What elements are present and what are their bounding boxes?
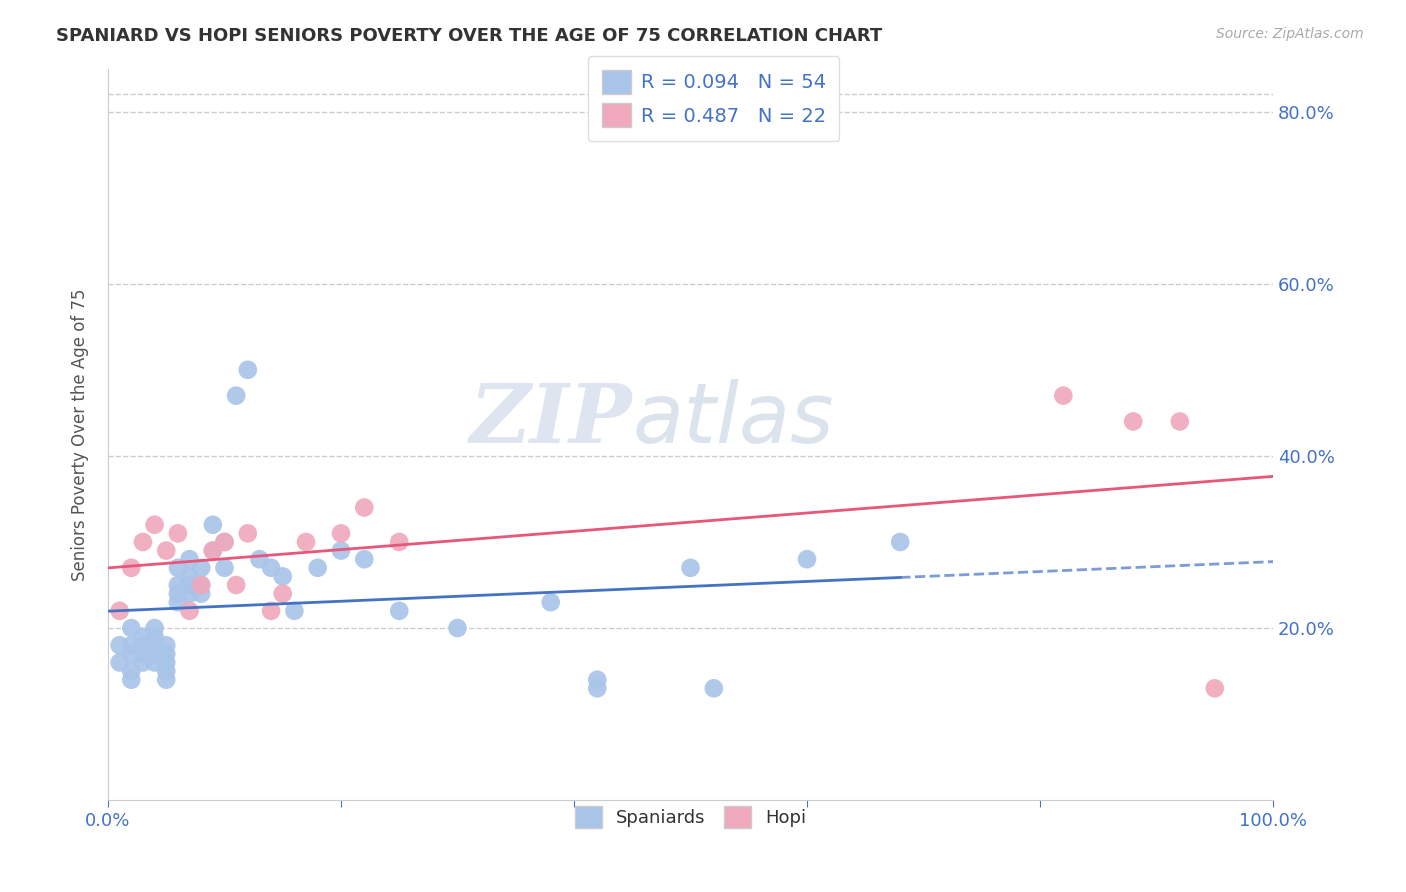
Point <box>236 526 259 541</box>
Text: Source: ZipAtlas.com: Source: ZipAtlas.com <box>1216 27 1364 41</box>
Point <box>540 595 562 609</box>
Point <box>586 673 609 687</box>
Point <box>143 647 166 661</box>
Point <box>586 681 609 696</box>
Point <box>1122 414 1144 428</box>
Point <box>271 586 294 600</box>
Point <box>155 543 177 558</box>
Point <box>167 526 190 541</box>
Point <box>190 586 212 600</box>
Point <box>260 604 283 618</box>
Point <box>143 630 166 644</box>
Point <box>214 535 236 549</box>
Point <box>179 569 201 583</box>
Point <box>388 604 411 618</box>
Point <box>132 647 155 661</box>
Text: SPANIARD VS HOPI SENIORS POVERTY OVER THE AGE OF 75 CORRELATION CHART: SPANIARD VS HOPI SENIORS POVERTY OVER TH… <box>56 27 883 45</box>
Point <box>249 552 271 566</box>
Point <box>353 552 375 566</box>
Point <box>179 586 201 600</box>
Point <box>167 595 190 609</box>
Point <box>120 638 142 652</box>
Point <box>260 561 283 575</box>
Point <box>120 621 142 635</box>
Point <box>201 517 224 532</box>
Point <box>330 543 353 558</box>
Point <box>108 638 131 652</box>
Point <box>295 535 318 549</box>
Point <box>283 604 305 618</box>
Point <box>225 578 247 592</box>
Point <box>271 569 294 583</box>
Point <box>1052 389 1074 403</box>
Point <box>155 638 177 652</box>
Point <box>388 535 411 549</box>
Legend: Spaniards, Hopi: Spaniards, Hopi <box>568 798 814 835</box>
Point <box>108 656 131 670</box>
Point <box>889 535 911 549</box>
Point <box>679 561 702 575</box>
Point <box>167 578 190 592</box>
Text: atlas: atlas <box>633 379 834 460</box>
Y-axis label: Seniors Poverty Over the Age of 75: Seniors Poverty Over the Age of 75 <box>72 288 89 581</box>
Point <box>1168 414 1191 428</box>
Point <box>225 389 247 403</box>
Point <box>132 535 155 549</box>
Point <box>236 363 259 377</box>
Point <box>179 552 201 566</box>
Point <box>120 647 142 661</box>
Point <box>703 681 725 696</box>
Point <box>330 526 353 541</box>
Point <box>190 561 212 575</box>
Point <box>190 578 212 592</box>
Point <box>120 664 142 678</box>
Point <box>179 578 201 592</box>
Point <box>155 647 177 661</box>
Point <box>155 656 177 670</box>
Point <box>201 543 224 558</box>
Point <box>132 630 155 644</box>
Point <box>179 604 201 618</box>
Point <box>108 604 131 618</box>
Point <box>120 561 142 575</box>
Point <box>201 543 224 558</box>
Point <box>155 664 177 678</box>
Point <box>143 621 166 635</box>
Point <box>796 552 818 566</box>
Point <box>120 673 142 687</box>
Point <box>446 621 468 635</box>
Point <box>132 638 155 652</box>
Point <box>214 535 236 549</box>
Point <box>1204 681 1226 696</box>
Point <box>167 586 190 600</box>
Text: ZIP: ZIP <box>470 380 633 459</box>
Point <box>143 638 166 652</box>
Point <box>132 656 155 670</box>
Point <box>214 561 236 575</box>
Point <box>307 561 329 575</box>
Point <box>353 500 375 515</box>
Point <box>167 561 190 575</box>
Point <box>143 656 166 670</box>
Point <box>155 673 177 687</box>
Point <box>190 578 212 592</box>
Point <box>143 517 166 532</box>
